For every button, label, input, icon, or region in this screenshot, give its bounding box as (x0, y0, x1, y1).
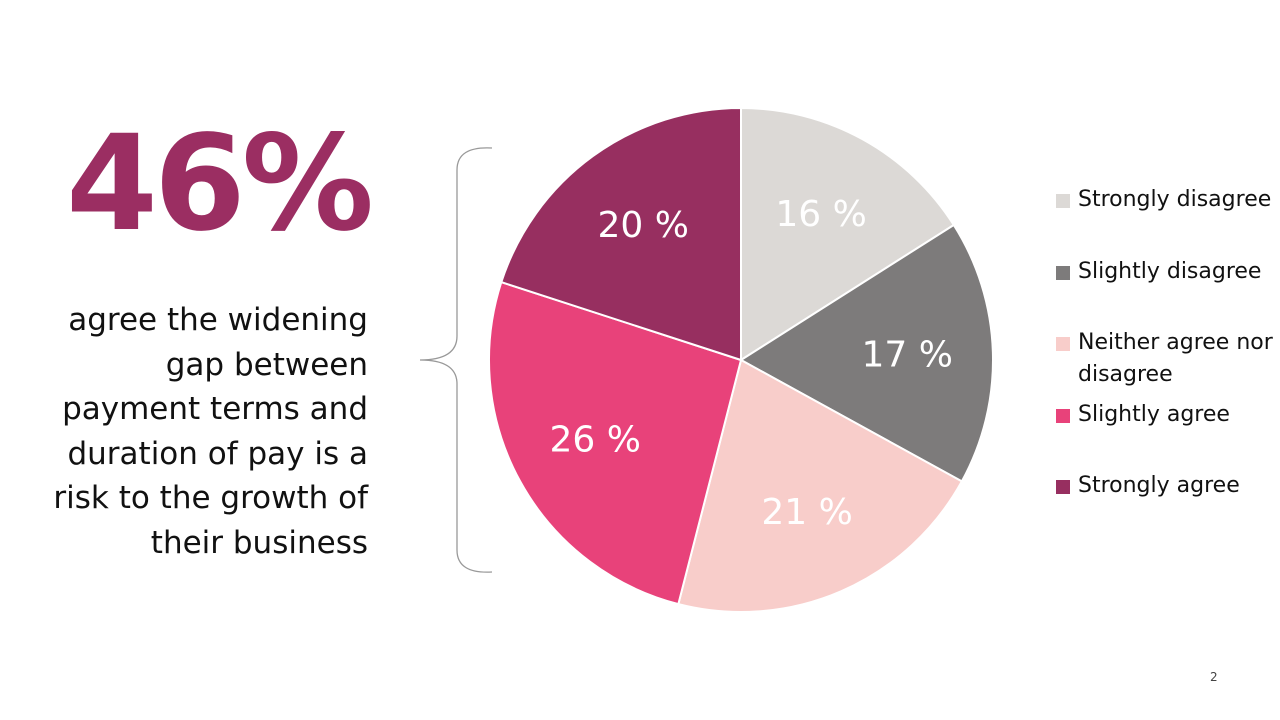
pie-slice-label-1: 16 % (775, 194, 866, 235)
legend-item-1: Strongly disagree (1056, 184, 1280, 256)
legend-label: Strongly agree (1078, 473, 1240, 498)
legend-label: Slightly disagree (1078, 258, 1262, 284)
legend-item-3: Neither agree nor disagree (1056, 327, 1280, 399)
legend-swatch (1056, 408, 1070, 423)
pie-slice-5 (500, 106, 742, 362)
headline-stat: 46% (66, 107, 374, 261)
pie-slice-2 (739, 223, 994, 483)
pie-chart: 16 % 17 % 21 % 26 % 20 % (488, 106, 994, 613)
page-number: 2 (1210, 670, 1218, 684)
pie-slice-label-2: 17 % (862, 334, 953, 375)
curly-bracket (419, 147, 493, 573)
legend-label: Strongly disagree (1078, 187, 1272, 212)
pie-slice-label-4: 26 % (550, 420, 641, 461)
legend-swatch (1056, 480, 1070, 494)
pie-slice-3 (677, 358, 964, 613)
legend-item-5: Strongly agree (1056, 470, 1280, 542)
curly-bracket-path (419, 147, 493, 573)
pie-labels: 16 % 17 % 21 % 26 % 20 % (550, 194, 953, 533)
legend-item-4: Slightly agree (1056, 399, 1280, 471)
legend-label: Neither agree nor disagree (1078, 330, 1273, 387)
pie-slices (488, 106, 994, 613)
pie-slice-4 (488, 280, 743, 606)
pie-slice-1 (740, 106, 956, 362)
legend-label: Slightly agree (1078, 401, 1230, 427)
pie-slice-label-5: 20 % (598, 205, 689, 246)
legend-item-2: Slightly disagree (1056, 256, 1280, 328)
legend-swatch (1056, 265, 1070, 280)
legend: Strongly disagree Slightly disagree Neithe… (1056, 184, 1280, 542)
legend-swatch (1056, 337, 1070, 351)
pie-slice-label-3: 21 % (761, 492, 852, 533)
legend-swatch (1056, 194, 1070, 208)
stat-caption: agree the widening gap between payment t… (53, 302, 368, 561)
